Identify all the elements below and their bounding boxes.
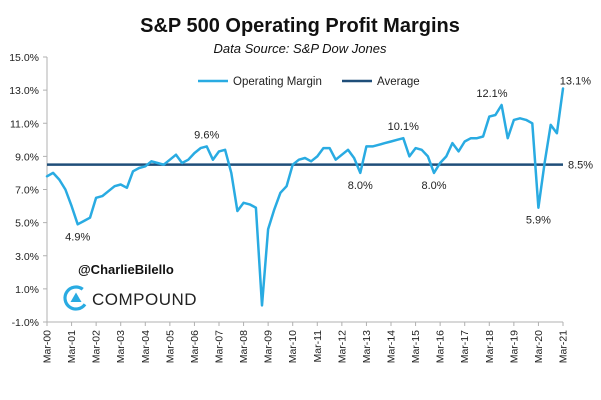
x-tick-label: Mar-20 [533,330,545,363]
data-label: 10.1% [388,121,419,133]
x-tick-label: Mar-02 [91,330,103,363]
y-tick-label: 7.0% [15,185,39,197]
y-tick-label: 3.0% [15,251,39,263]
data-label: 8.0% [421,180,446,192]
y-tick-label: 5.0% [15,218,39,230]
x-tick-label: Mar-19 [508,330,520,363]
y-tick-label: 15.0% [9,52,39,64]
y-tick-label: 1.0% [15,284,39,296]
legend-label-average: Average [377,76,420,88]
x-tick-label: Mar-03 [115,330,127,363]
data-label: 8.5% [568,160,593,172]
legend-label-operating-margin: Operating Margin [233,76,322,88]
x-tick-label: Mar-11 [312,330,324,363]
x-tick-label: Mar-06 [189,330,201,363]
x-tick-label: Mar-00 [42,330,54,363]
operating-margin-line [45,87,565,307]
x-axis: Mar-00 Mar-01 Mar-02 Mar-03 Mar-04 Mar-05 Mar-… [42,321,570,363]
x-tick-label: Mar-04 [140,330,152,363]
x-tick-label: Mar-01 [66,330,78,363]
annotations: 4.9% 9.6% 8.0% 10.1% 8.0% 12.1% 5.9% 13.1% 8.5% [65,75,593,243]
data-label: 12.1% [476,88,507,100]
x-tick-label: Mar-10 [287,330,299,363]
x-tick-label: Mar-09 [263,330,275,363]
x-tick-label: Mar-08 [238,330,250,363]
y-tick-label: 9.0% [15,151,39,163]
x-tick-label: Mar-13 [361,330,373,363]
handle-text: @CharlieBilello [78,262,174,277]
data-label: 9.6% [194,129,219,141]
x-tick-label: Mar-05 [164,330,176,363]
x-tick-label: Mar-07 [214,330,226,363]
data-label: 4.9% [65,231,90,243]
y-tick-label: -1.0% [12,317,39,329]
x-tick-label: Mar-14 [386,330,398,363]
y-axis: 15.0% 13.0% 11.0% 9.0% 7.0% 5.0% 3.0% 1.0% -1.0% [9,52,48,329]
x-tick-label: Mar-12 [336,330,348,363]
compound-logo-icon [63,285,89,311]
y-tick-label: 13.0% [9,85,39,97]
brand-name: COMPOUND [92,290,197,309]
x-tick-label: Mar-16 [435,330,447,363]
branding: @CharlieBilello COMPOUND [63,262,197,311]
chart-subtitle: Data Source: S&P Dow Jones [214,41,387,56]
data-label: 5.9% [526,215,551,227]
data-label: 8.0% [348,180,373,192]
x-tick-label: Mar-15 [410,330,422,363]
legend: Operating Margin Average [198,76,420,88]
y-tick-label: 11.0% [10,118,39,130]
x-tick-label: Mar-21 [558,330,570,363]
chart-title: S&P 500 Operating Profit Margins [140,15,460,37]
x-tick-label: Mar-18 [484,330,496,363]
plot-area [45,87,565,307]
data-label: 13.1% [560,75,591,87]
x-tick-label: Mar-17 [459,330,471,363]
